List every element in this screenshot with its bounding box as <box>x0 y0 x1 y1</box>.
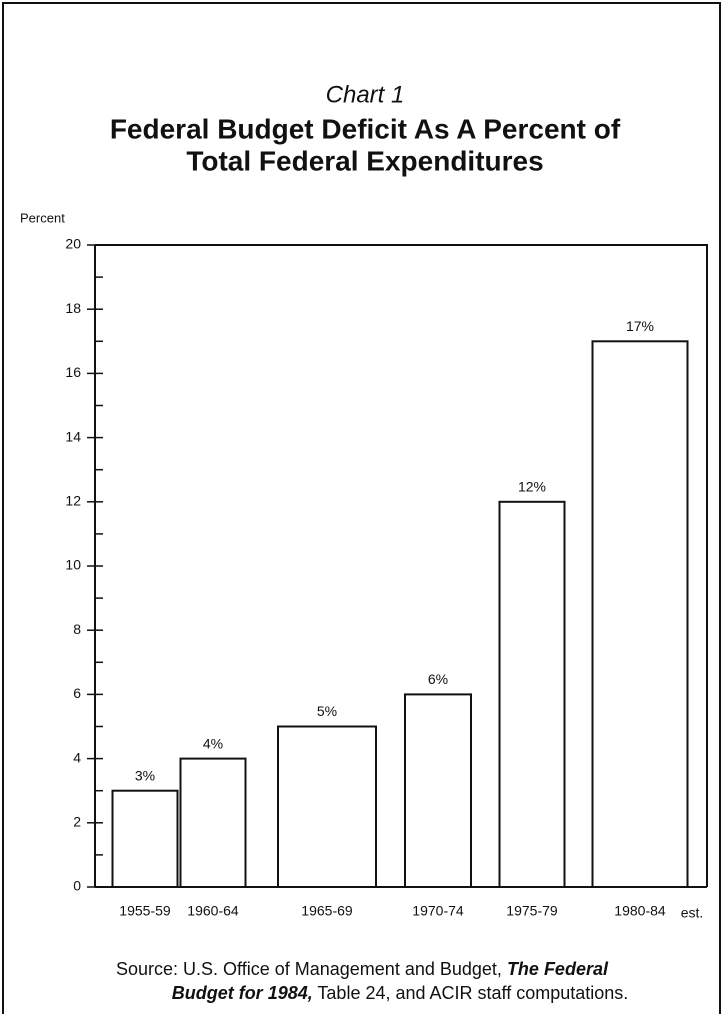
y-tick-label: 4 <box>73 749 81 765</box>
y-tick-label: 0 <box>73 878 81 894</box>
source: Source: U.S. Office of Management and Bu… <box>116 959 609 979</box>
y-tick-label: 20 <box>65 236 81 252</box>
y-tick-label: 12 <box>65 493 81 509</box>
annotation: est. <box>681 905 704 921</box>
value-label: 5% <box>317 703 337 719</box>
y-axis-label: Percent <box>20 210 65 225</box>
y-tick-label: 10 <box>65 557 81 573</box>
x-tick-label: 1970-74 <box>412 903 464 919</box>
bar <box>277 725 377 888</box>
plot-frame <box>95 244 708 887</box>
value-label: 17% <box>626 318 654 334</box>
x-tick-label: 1955-59 <box>119 903 171 919</box>
value-label: 12% <box>518 479 546 495</box>
source-text: Source: U.S. Office of Management and Bu… <box>116 959 502 979</box>
y-tick-label: 18 <box>65 300 81 316</box>
y-tick-label: 6 <box>73 685 81 701</box>
value-label: 6% <box>428 671 448 687</box>
bar <box>591 340 689 888</box>
x-tick-label: 1980-84 <box>614 903 666 919</box>
bar <box>179 757 247 888</box>
bar <box>404 693 472 889</box>
x-tick-label: 1965-69 <box>301 903 353 919</box>
source: Budget for 1984, Table 24, and ACIR staf… <box>172 983 629 1003</box>
y-tick-label: 8 <box>73 621 81 637</box>
y-tick-label: 16 <box>65 364 81 380</box>
source-text: The Federal <box>507 959 609 979</box>
source-text: Budget for 1984, <box>172 983 313 1003</box>
chart-label: Chart 1 <box>326 81 405 108</box>
chart-title: Total Federal Expenditures <box>186 145 543 176</box>
value-label: 3% <box>135 767 155 783</box>
x-tick-label: 1960-64 <box>187 903 239 919</box>
y-tick-label: 14 <box>65 428 81 444</box>
y-tick-label: 2 <box>73 814 81 830</box>
value-label: 4% <box>203 735 223 751</box>
bar <box>498 500 566 888</box>
bar <box>111 789 179 889</box>
chart-title: Federal Budget Deficit As A Percent of <box>110 113 621 144</box>
x-tick-label: 1975-79 <box>506 903 558 919</box>
source-text: Table 24, and ACIR staff computations. <box>317 983 628 1003</box>
